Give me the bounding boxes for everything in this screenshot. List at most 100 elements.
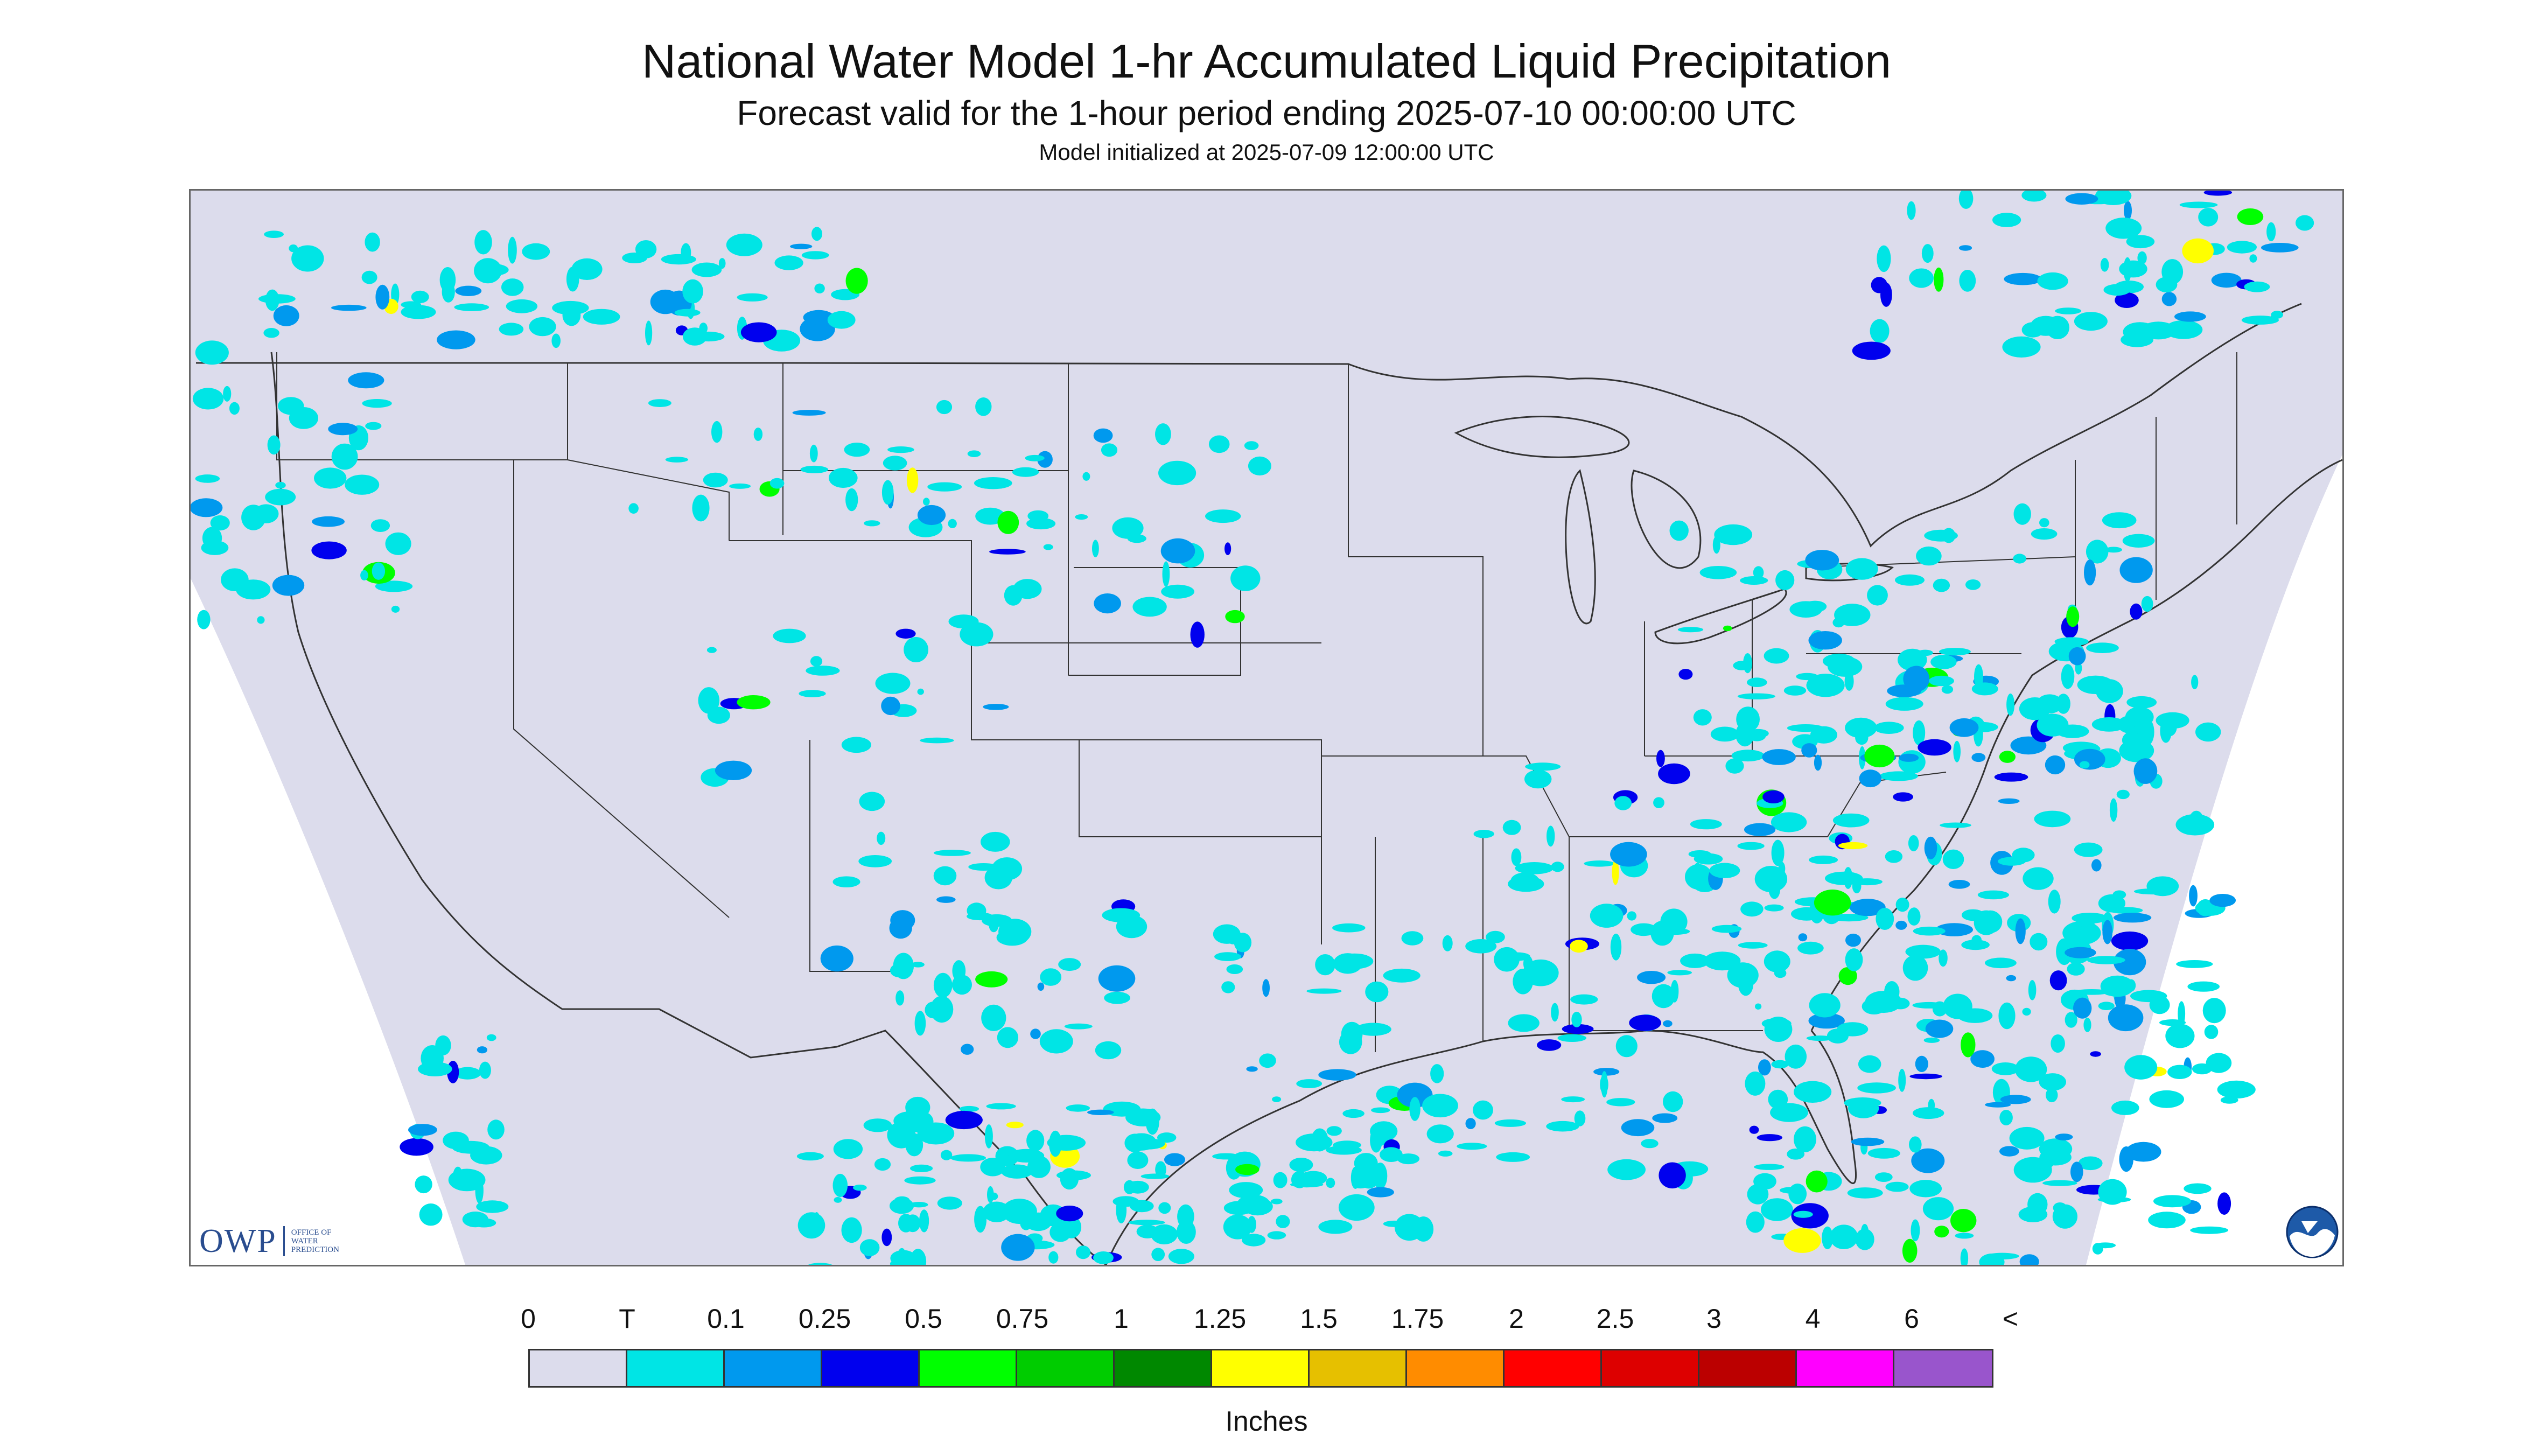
precip-cell xyxy=(1208,435,1230,453)
precip-cell xyxy=(1426,1102,1451,1108)
precip-cell xyxy=(1326,1126,1342,1136)
precip-cell xyxy=(1832,813,1870,828)
precip-cell xyxy=(1822,1226,1834,1250)
precip-cell xyxy=(844,443,870,457)
precip-cell xyxy=(800,465,829,473)
precip-cell xyxy=(645,320,653,346)
precip-cell xyxy=(2086,540,2109,564)
precip-cell xyxy=(2119,739,2154,762)
precip-cell xyxy=(1870,319,1890,343)
precip-cell xyxy=(1845,948,1863,971)
precip-cell xyxy=(1663,1020,1673,1027)
precip-cell xyxy=(628,503,639,514)
precip-cell xyxy=(832,1173,848,1198)
precip-cell xyxy=(221,568,249,591)
precip-cell xyxy=(1132,597,1167,617)
precip-cell xyxy=(1610,842,1647,867)
precip-cell xyxy=(272,575,305,596)
precip-cell xyxy=(2045,755,2066,775)
precip-cell xyxy=(1276,1215,1290,1228)
precip-cell xyxy=(833,1139,863,1159)
precip-cell xyxy=(1783,685,1807,696)
precip-cell xyxy=(937,1196,962,1210)
precip-cell xyxy=(1992,213,2021,227)
precip-cell xyxy=(874,1158,891,1171)
precip-cell xyxy=(1885,697,1923,711)
precip-cell xyxy=(1104,991,1130,1004)
precip-cell xyxy=(889,1198,914,1214)
precip-cell xyxy=(1025,454,1045,461)
precip-cell xyxy=(263,328,279,338)
precip-cell xyxy=(1885,1181,1909,1192)
precip-cell xyxy=(1770,1103,1808,1122)
legend-swatch xyxy=(1602,1350,1699,1386)
precip-cell xyxy=(2103,284,2131,296)
precip-cell xyxy=(904,1176,936,1185)
precip-cell xyxy=(2086,642,2119,653)
precip-cell xyxy=(2113,949,2146,976)
precip-cell xyxy=(1876,908,1894,930)
precip-cell xyxy=(1879,771,1918,781)
precip-cell xyxy=(959,1105,979,1112)
precip-cell xyxy=(1845,933,1861,947)
precip-cell xyxy=(1930,655,1957,669)
precip-cell xyxy=(681,243,691,262)
precip-cell xyxy=(841,737,871,753)
precip-cell xyxy=(920,737,954,744)
precip-cell xyxy=(1943,993,1972,1019)
precip-cell xyxy=(1226,964,1243,974)
precip-cell xyxy=(2130,603,2143,620)
precip-cell xyxy=(1494,1119,1526,1127)
precip-cell xyxy=(1974,910,1999,935)
precip-cell xyxy=(1214,952,1241,961)
precip-cell xyxy=(2121,332,2154,347)
precip-cell xyxy=(1704,951,1741,971)
precip-cell xyxy=(1714,524,1753,545)
precip-cell xyxy=(1627,911,1637,921)
precip-cell xyxy=(2083,1018,2091,1032)
precip-cell xyxy=(1913,720,1926,746)
precip-cell xyxy=(1473,1100,1493,1120)
precip-cell xyxy=(1916,546,1942,566)
precip-cell xyxy=(1515,862,1554,874)
precip-cell xyxy=(1615,1035,1638,1058)
precip-cell xyxy=(682,327,707,346)
precip-cell xyxy=(1828,656,1863,677)
precip-cell xyxy=(365,422,382,430)
precip-cell xyxy=(443,1131,469,1150)
precip-cell xyxy=(1570,940,1588,953)
precip-cell xyxy=(1924,836,1937,859)
precip-cell xyxy=(911,962,925,968)
owp-logo-letters: OWP xyxy=(199,1222,277,1259)
precip-cell xyxy=(1771,1060,1789,1069)
precip-cell xyxy=(571,258,603,280)
precip-cell xyxy=(1660,928,1690,935)
precip-cell xyxy=(1670,979,1679,1003)
precipitation-map xyxy=(189,189,2344,1266)
precip-cell xyxy=(2227,241,2257,254)
precip-cell xyxy=(529,317,556,337)
precip-cell xyxy=(2028,980,2037,1000)
precip-cell xyxy=(910,1164,933,1172)
precip-cell xyxy=(1874,722,1904,734)
precip-cell xyxy=(1858,1055,1881,1073)
precip-cell xyxy=(1755,1003,1762,1010)
precip-cell xyxy=(257,616,265,624)
precip-cell xyxy=(1248,456,1271,475)
precip-cell xyxy=(1809,993,1841,1018)
precip-cell xyxy=(1631,923,1657,936)
precip-cell xyxy=(1736,722,1754,747)
precip-cell xyxy=(661,254,696,265)
lake-michigan xyxy=(1565,469,1596,625)
precip-cell xyxy=(933,866,957,886)
precip-cell xyxy=(411,290,429,303)
precip-cell xyxy=(1289,1158,1313,1172)
precip-cell xyxy=(1093,1251,1114,1264)
legend-swatch xyxy=(1894,1350,1992,1386)
precip-cell xyxy=(1562,1024,1594,1034)
precip-cell xyxy=(1909,1136,1922,1153)
precip-cell xyxy=(1409,1097,1421,1121)
precip-cell xyxy=(1958,191,1974,209)
precip-cell xyxy=(1607,1159,1646,1180)
lake-huron xyxy=(1631,470,1702,569)
